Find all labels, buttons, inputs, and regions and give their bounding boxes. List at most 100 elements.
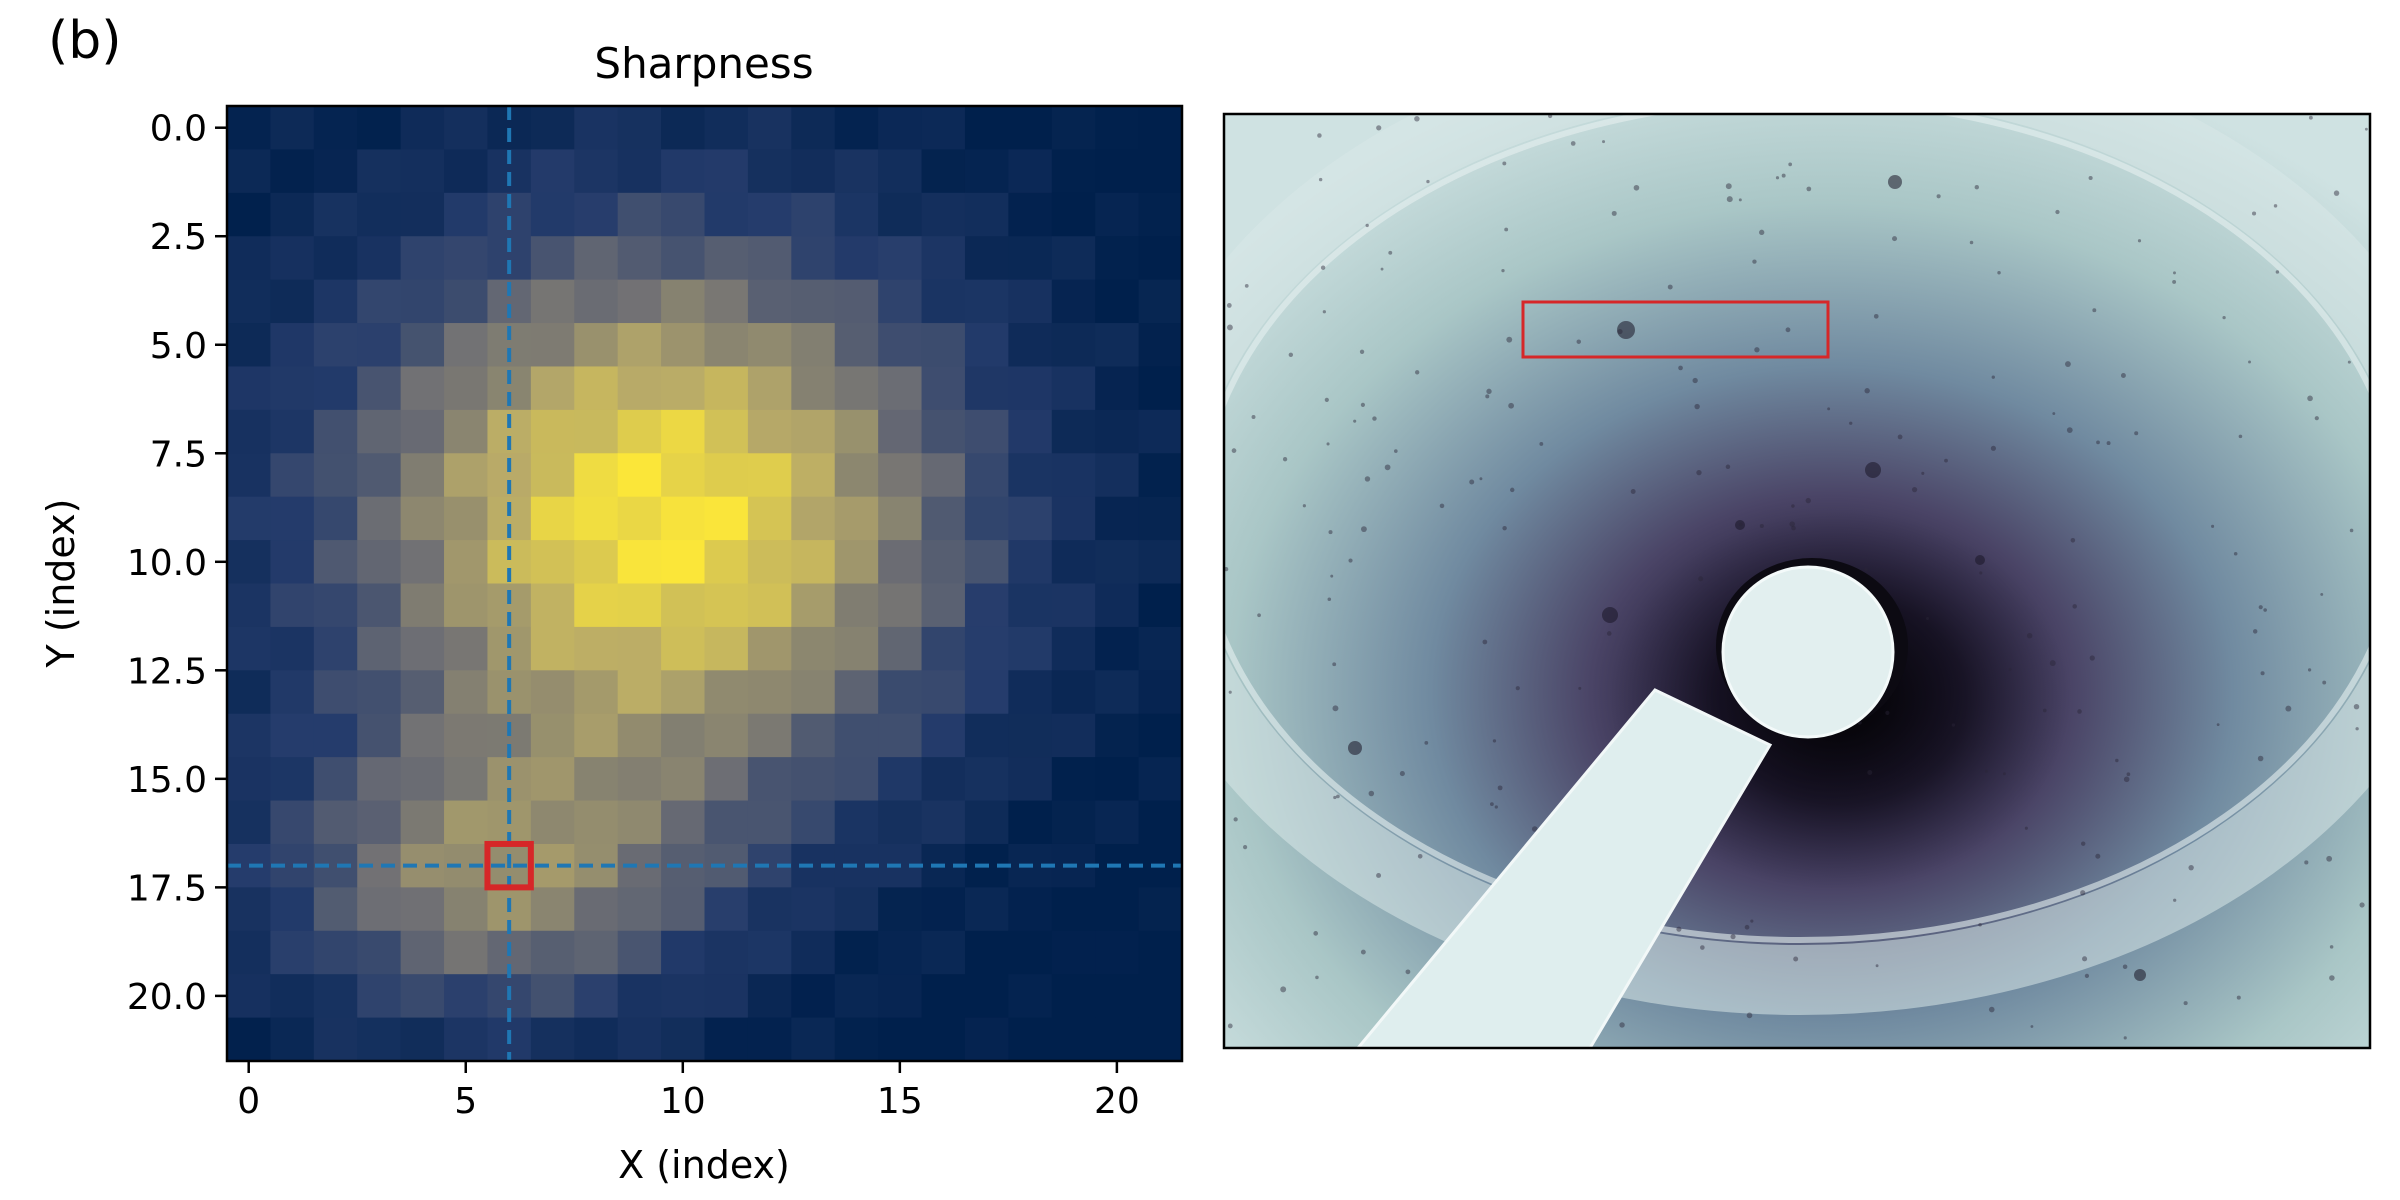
noise-speck [1388,250,1393,255]
noise-speck [1974,185,1979,190]
noise-speck [1997,271,2001,275]
heatmap-cell [1051,626,1096,671]
heatmap-cell [1138,713,1182,758]
heatmap-cell [1095,757,1140,802]
heatmap-cell [574,106,619,151]
heatmap-cell [791,409,836,454]
heatmap-cell [1008,453,1053,498]
heatmap-cell [661,236,706,281]
heatmap-cell [1008,1017,1053,1061]
noise-speck [1506,336,1513,343]
heatmap-cell [704,496,749,541]
heatmap-cell [791,496,836,541]
heatmap-cell [747,409,792,454]
heatmap-cell [834,930,879,975]
heatmap-cell [357,800,402,845]
noise-speck [1313,931,1319,936]
heatmap-cell [1008,106,1053,151]
noise-speck [2257,755,2264,762]
noise-speck [1384,464,1391,471]
noise-speck [1897,434,1903,440]
noise-speck [1630,489,1636,494]
heatmap-cell [444,323,489,368]
heatmap-cell [1051,800,1096,845]
heatmap-cell [878,106,923,151]
noise-speck [1979,571,1983,575]
heatmap-cell [704,626,749,671]
noise-speck [2258,605,2263,610]
noise-speck [2307,668,2312,672]
heatmap-cell [313,366,358,411]
heatmap-cell [574,149,619,194]
noise-speck [2122,964,2128,970]
heatmap-cell [1095,713,1140,758]
noise-speck [1539,442,1544,446]
heatmap-cell [1051,713,1096,758]
heatmap-cell [747,757,792,802]
heatmap-cell [574,453,619,498]
heatmap-cell [313,713,358,758]
noise-speck [1327,597,1332,602]
heatmap-cell [400,106,445,151]
noise-speck [1322,310,1326,314]
noise-speck [2030,1025,2034,1028]
heatmap-cell [878,887,923,932]
heatmap-cell [878,279,923,324]
heatmap-cell [400,800,445,845]
x-axis-label: X (index) [618,1143,790,1187]
heatmap-cell [1051,670,1096,715]
heatmap-cell [747,930,792,975]
heatmap-cell [834,974,879,1019]
noise-speck [1746,1012,1753,1019]
heatmap-cell [791,279,836,324]
heatmap-cell [834,583,879,628]
heatmap-cell [1051,409,1096,454]
noise-speck [1332,662,1337,667]
noise-speck [2308,115,2313,120]
heatmap-cell [834,409,879,454]
heatmap-cell [270,930,315,975]
heatmap-cell [444,453,489,498]
heatmap-cell [574,670,619,715]
heatmap-cell [357,149,402,194]
noise-speck [1414,116,1420,122]
heatmap-cell [1051,757,1096,802]
heatmap-cell [227,279,272,324]
heatmap-cell [661,323,706,368]
heatmap-cell [921,149,966,194]
heatmap-cell [791,583,836,628]
heatmap-cell [704,930,749,975]
heatmap-cell [704,583,749,628]
heatmap-cell [270,236,315,281]
heatmap-cell [964,106,1009,151]
noise-speck [1694,403,1700,410]
heatmap-cell [313,974,358,1019]
heatmap-cell [747,974,792,1019]
selected-cell-marker [484,840,534,891]
noise-speck [1508,402,1514,409]
noise-speck [1698,576,1704,582]
heatmap-cell [1051,323,1096,368]
heatmap-cell [1008,583,1053,628]
heatmap-cell [400,670,445,715]
noise-speck [2285,705,2292,712]
heatmap-cell [1095,1017,1140,1061]
heatmap-cell [747,236,792,281]
noise-speck [1226,303,1232,308]
heatmap-cell [921,106,966,151]
heatmap-cell [227,236,272,281]
noise-speck [1531,826,1538,832]
heatmap-cell [617,192,662,237]
heatmap-cell [921,974,966,1019]
heatmap-cell [270,453,315,498]
heatmap-cell [530,757,575,802]
noise-speck [1280,986,1287,993]
heatmap-cell [1138,192,1182,237]
heatmap-cell [400,453,445,498]
noise-speck [1414,370,1420,375]
heatmap-cell [313,800,358,845]
heatmap-cell [1095,279,1140,324]
noise-speck [1353,419,1357,423]
noise-speck [1380,267,1384,271]
noise-speck [1504,227,1509,232]
